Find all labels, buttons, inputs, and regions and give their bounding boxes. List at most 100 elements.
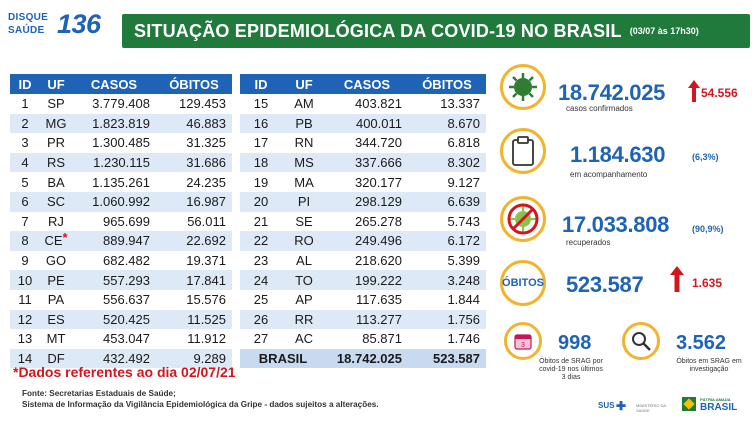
cell-uf: BA — [40, 172, 72, 192]
cell-casos-text: 298.129 — [355, 194, 402, 210]
cell-obitos: 1.756 — [408, 309, 486, 330]
cell-casos-text: 337.666 — [355, 155, 402, 171]
cell-casos-text: 965.699 — [103, 213, 150, 229]
monitoring-value: 1.184.630 — [570, 142, 666, 167]
cell-id: 20 — [240, 191, 282, 212]
recovered-value: 17.033.808 — [562, 212, 670, 237]
cell-obitos-text: 5.743 — [447, 213, 480, 229]
cell-uf: SP — [40, 94, 72, 114]
cell-uf-text: AC — [294, 331, 314, 347]
cell-id: 2 — [10, 113, 40, 134]
cell-obitos-text: 5.399 — [447, 253, 480, 269]
source-line2: Sistema de Informação da Vigilância Epid… — [22, 400, 379, 409]
cell-id-text: 5 — [21, 174, 29, 190]
table-row: 22 RO 249.496 6.172 — [240, 231, 486, 251]
cell-uf: AC — [282, 329, 326, 349]
cell-casos-text: 432.492 — [103, 351, 150, 367]
cell-uf-text: MT — [46, 331, 66, 347]
cell-id: 1 — [10, 94, 40, 114]
cell-uf: RN — [282, 133, 326, 153]
cell-obitos: 15.576 — [156, 289, 232, 310]
cell-id-text: 3 — [21, 135, 29, 151]
brasil-label: BRASIL — [240, 348, 326, 369]
table-row: 18 MS 337.666 8.302 — [240, 152, 486, 173]
cell-obitos: 9.289 — [156, 348, 232, 369]
cell-id-text: 23 — [253, 253, 269, 269]
cell-obitos: 9.127 — [408, 172, 486, 192]
cell-obitos-text: 8.302 — [447, 155, 480, 171]
cell-id: 3 — [10, 133, 40, 153]
cell-casos-text: 113.277 — [355, 311, 402, 327]
cell-id: 10 — [10, 270, 40, 290]
logo-line1: DISQUE — [8, 12, 49, 23]
source-line1: Fonte: Secretarias Estaduais de Saúde; — [22, 389, 176, 398]
cell-casos-text: 889.947 — [103, 233, 150, 249]
cell-uf-text: PI — [297, 194, 311, 210]
table-row: 2 MG 1.823.819 46.883 — [10, 113, 232, 134]
cell-uf: AL — [282, 250, 326, 271]
cell-obitos-text: 16.987 — [186, 194, 226, 210]
cell-id: 22 — [240, 231, 282, 251]
deaths-badge: ÓBITOS — [500, 260, 546, 306]
cell-casos: 557.293 — [72, 270, 156, 290]
cell-uf-text: RS — [46, 155, 66, 171]
disque-saude-logo: DISQUE SAÚDE 136 — [8, 9, 114, 42]
brasil-logo: BRASIL — [700, 402, 738, 413]
cell-uf: TO — [282, 270, 326, 290]
cell-uf-text: BA — [47, 174, 65, 190]
table-row: 15 AM 403.821 13.337 — [240, 94, 486, 114]
government-logos: SUS ✚ MINISTÉRIO DA SAÚDE PÁTRIA AMADA B… — [598, 397, 748, 417]
cell-id: 5 — [10, 172, 40, 192]
cell-casos-text: 1.135.261 — [92, 174, 150, 190]
cell-uf-text: AL — [296, 253, 312, 269]
cell-casos: 682.482 — [72, 250, 156, 271]
cell-casos: 965.699 — [72, 211, 156, 232]
cell-casos: 432.492 — [72, 348, 156, 369]
cell-id: 17 — [240, 133, 282, 153]
header-id: ID — [10, 74, 40, 94]
cell-uf-text: AP — [295, 292, 313, 308]
cell-casos: 453.047 — [72, 329, 156, 349]
table-row: 25 AP 117.635 1.844 — [240, 289, 486, 310]
cell-uf: ES — [40, 309, 72, 330]
cell-uf-text: RJ — [48, 213, 64, 229]
cell-casos: 298.129 — [326, 191, 408, 212]
cell-uf: PI — [282, 191, 326, 212]
cell-id-text: 10 — [17, 272, 33, 288]
cell-id-text: 15 — [253, 96, 269, 112]
cell-id: 23 — [240, 250, 282, 271]
cell-obitos: 56.011 — [156, 211, 232, 232]
cell-casos-text: 1.823.819 — [92, 115, 150, 131]
cell-uf: SE — [282, 211, 326, 232]
cell-obitos: 31.686 — [156, 152, 232, 173]
monitoring-pct: (6,3%) — [692, 152, 719, 162]
cell-casos-text: 556.637 — [103, 292, 150, 308]
cell-id-text: 25 — [253, 292, 269, 308]
confirmed-label: casos confirmados — [566, 104, 633, 113]
cell-casos: 3.779.408 — [72, 94, 156, 114]
cell-id: 8 — [10, 231, 40, 251]
cell-obitos-text: 31.325 — [186, 135, 226, 151]
table-row: 19 MA 320.177 9.127 — [240, 172, 486, 192]
cell-uf-text: SE — [295, 213, 313, 229]
table-row: 27 AC 85.871 1.746 — [240, 329, 486, 349]
clipboard-icon — [500, 128, 546, 174]
cell-uf-text: GO — [45, 253, 67, 269]
cell-obitos: 8.670 — [408, 113, 486, 134]
cell-id-text: 2 — [21, 115, 29, 131]
cell-casos-text: 682.482 — [103, 253, 150, 269]
table-header-row: ID UF CASOS ÓBITOS — [240, 74, 486, 94]
recovered-pct: (90,9%) — [692, 224, 724, 234]
cell-id-text: 13 — [17, 331, 33, 347]
title-bar: SITUAÇÃO EPIDEMIOLÓGICA DA COVID-19 NO B… — [122, 14, 750, 48]
cell-uf: RR — [282, 309, 326, 330]
cell-obitos-text: 6.172 — [447, 233, 480, 249]
cell-casos: 265.278 — [326, 211, 408, 232]
cell-id: 15 — [240, 94, 282, 114]
cell-casos-text: 85.871 — [362, 331, 402, 347]
cell-obitos: 19.371 — [156, 250, 232, 271]
cell-obitos-text: 11.912 — [187, 331, 226, 347]
cell-id-text: 16 — [253, 115, 269, 131]
cell-id-text: 4 — [21, 155, 29, 171]
cell-obitos-text: 3.248 — [447, 272, 480, 288]
